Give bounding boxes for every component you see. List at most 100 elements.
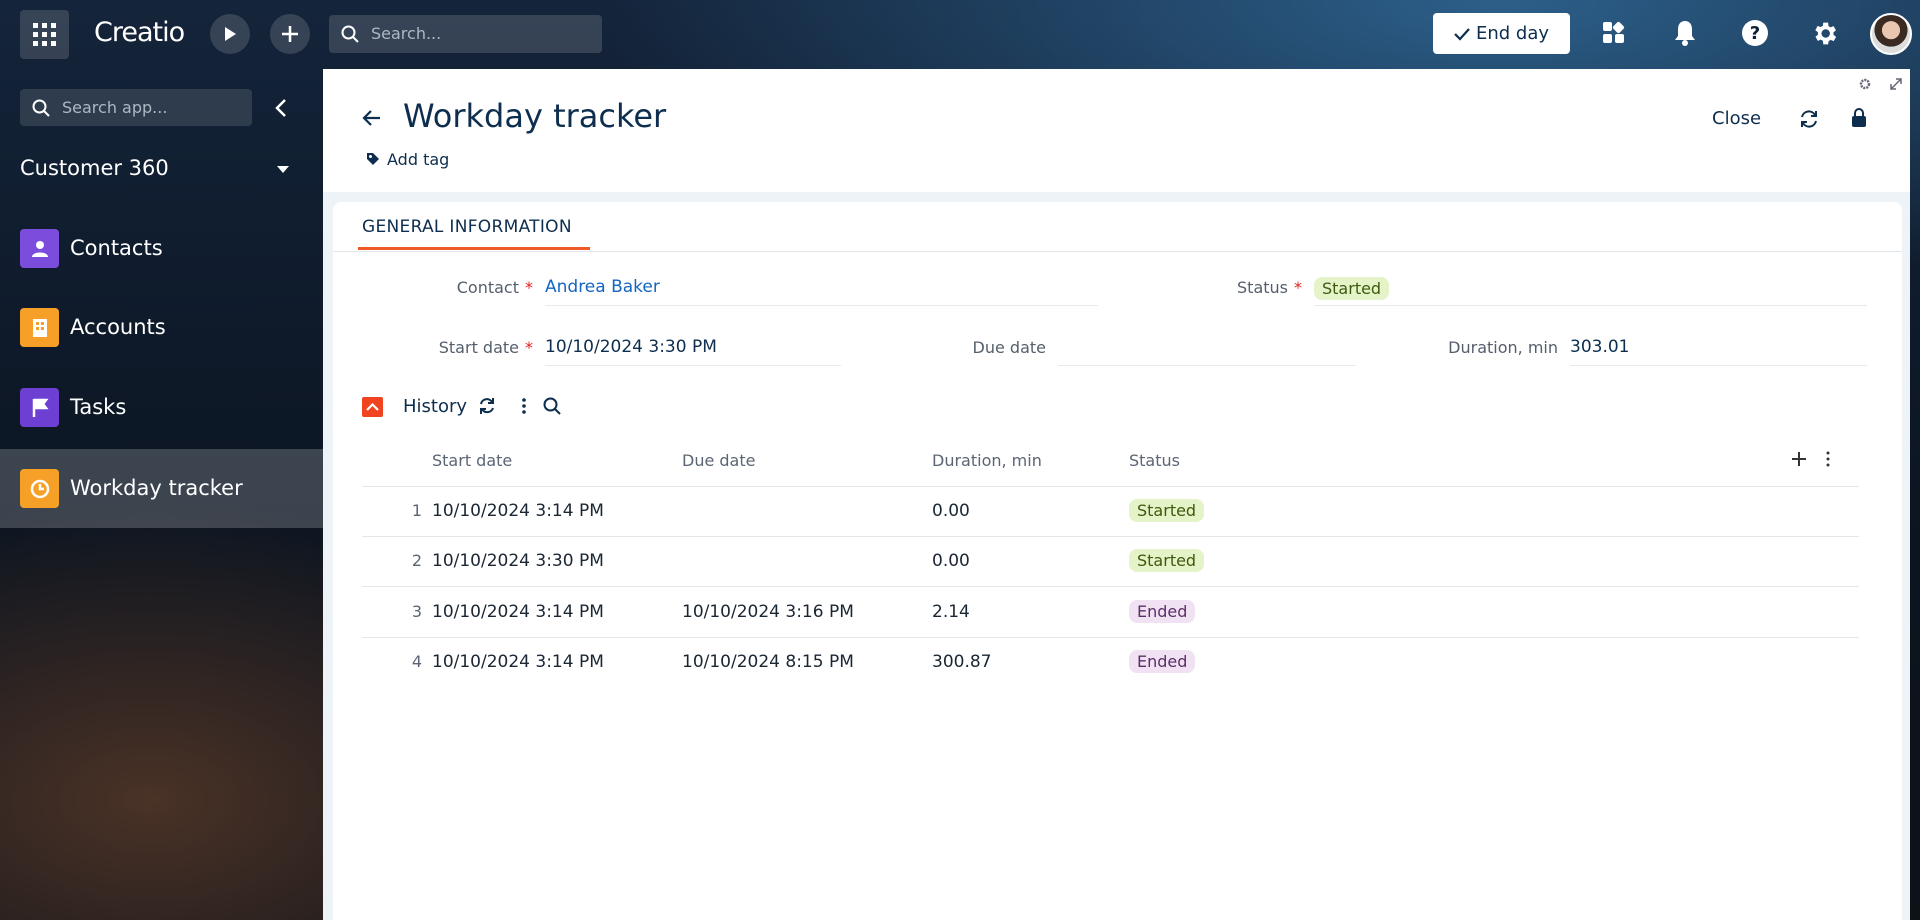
run-button[interactable] [210,14,250,54]
nav-item[interactable]: Accounts [70,315,166,339]
field-value[interactable]: 303.01 [1570,337,1629,357]
field-underline [1570,365,1867,366]
add-tag[interactable]: Add tag [387,150,450,169]
column-header[interactable]: Status [1129,451,1180,470]
cell[interactable]: 10/10/2024 3:30 PM [432,551,604,572]
add-button[interactable] [270,14,310,54]
help-icon[interactable]: ? [1741,19,1769,47]
content-card [333,202,1902,920]
header-line [362,486,1859,487]
cell[interactable]: 2.14 [932,601,970,622]
lock-icon[interactable] [1851,108,1867,128]
history-search[interactable] [543,397,561,415]
tab-general[interactable]: GENERAL INFORMATION [362,217,572,237]
status-pill[interactable]: Started [1129,499,1205,522]
field-label: Status * [1237,278,1302,297]
nav-item[interactable]: Contacts [70,236,163,260]
column-header[interactable]: Due date [682,451,756,470]
table-menu[interactable] [1825,451,1831,467]
label-text: Due date [972,338,1046,357]
field-label: Start date * [439,338,533,357]
cell[interactable]: 10/10/2024 3:14 PM [432,601,604,622]
search-placeholder: Search... [371,24,442,43]
required-mark: * [1294,278,1302,297]
row-number: 1 [411,501,422,520]
field-label: Duration, min [1448,338,1558,357]
refresh-icon[interactable] [1799,109,1819,129]
cell[interactable]: 300.87 [932,651,992,672]
value-text: 303.01 [1570,337,1630,357]
svg-text:?: ? [1750,23,1760,44]
tag-icon [367,153,379,165]
status-pill: Started [1314,277,1390,300]
status-pill[interactable]: Started [1129,549,1205,573]
required-mark: * [525,278,533,297]
field-label: Contact * [457,278,533,297]
row-number: 2 [411,551,422,571]
history-toggle[interactable] [362,397,383,417]
cell[interactable]: 0.00 [932,551,970,572]
nav-icon[interactable] [20,469,59,508]
logo: Creatio [94,17,185,48]
collapse-icon[interactable] [274,98,288,118]
panel-settings-icon[interactable] [1859,78,1871,90]
field-underline [1058,365,1356,366]
back-icon[interactable] [362,108,382,128]
label-text: Status [1237,278,1288,297]
global-search[interactable]: Search... [329,15,602,53]
tab-divider [333,251,1902,252]
end-day-label: End day [1475,23,1550,44]
nav-item[interactable]: Tasks [70,395,127,419]
app-menu[interactable] [20,10,69,59]
add-row-icon[interactable] [1791,451,1807,467]
required-mark: * [525,338,533,357]
row-line [362,636,1859,638]
settings-icon[interactable] [1810,19,1839,48]
row-number: 4 [411,651,422,671]
field-value[interactable]: Started [1314,277,1390,300]
cell[interactable]: 10/10/2024 3:16 PM [682,601,854,622]
field-underline [1314,305,1867,306]
apps-icon[interactable] [1602,21,1626,45]
column-header[interactable]: Start date [432,451,513,470]
page-title: Workday tracker [403,97,667,135]
label-text: Start date [438,338,519,357]
nav-icon[interactable] [20,229,59,268]
end-day-button[interactable]: End day [1433,13,1570,54]
close-button[interactable]: Close [1712,108,1762,129]
label-text: Duration, min [1448,338,1558,357]
app-search-placeholder: Search app... [62,98,168,117]
expand-icon[interactable] [1890,78,1902,90]
field-value[interactable]: Andrea Baker [545,277,660,297]
status-pill[interactable]: Ended [1129,649,1196,673]
field-underline [545,305,1098,306]
status-pill[interactable]: Ended [1129,599,1196,623]
history-title: History [403,396,468,417]
tab-underline [358,247,590,250]
field-value[interactable]: 10/10/2024 3:30 PM [545,337,717,357]
avatar[interactable] [1870,13,1912,55]
row-line [362,586,1859,588]
history-menu[interactable] [521,397,527,415]
row-line [362,536,1859,537]
cell[interactable]: 10/10/2024 8:15 PM [682,651,854,672]
app-search[interactable]: Search app... [20,89,252,126]
app-dropdown[interactable] [277,166,289,174]
nav-item[interactable]: Workday tracker [70,476,243,500]
nav-icon[interactable] [20,308,59,347]
cell[interactable]: 10/10/2024 3:14 PM [432,501,604,521]
notifications-icon[interactable] [1673,19,1697,47]
history-refresh[interactable] [478,397,496,415]
field-label: Due date [973,338,1046,357]
label-text: Contact [456,278,519,297]
app-name[interactable]: Customer 360 [20,156,169,180]
cell[interactable]: 10/10/2024 3:14 PM [432,651,604,672]
field-underline [545,365,841,366]
value-text: Andrea Baker [545,277,660,297]
cell[interactable]: 0.00 [932,501,970,521]
row-number: 3 [411,601,422,621]
value-text: 10/10/2024 3:30 PM [545,337,717,357]
column-header[interactable]: Duration, min [932,451,1042,470]
nav-icon[interactable] [20,388,59,427]
